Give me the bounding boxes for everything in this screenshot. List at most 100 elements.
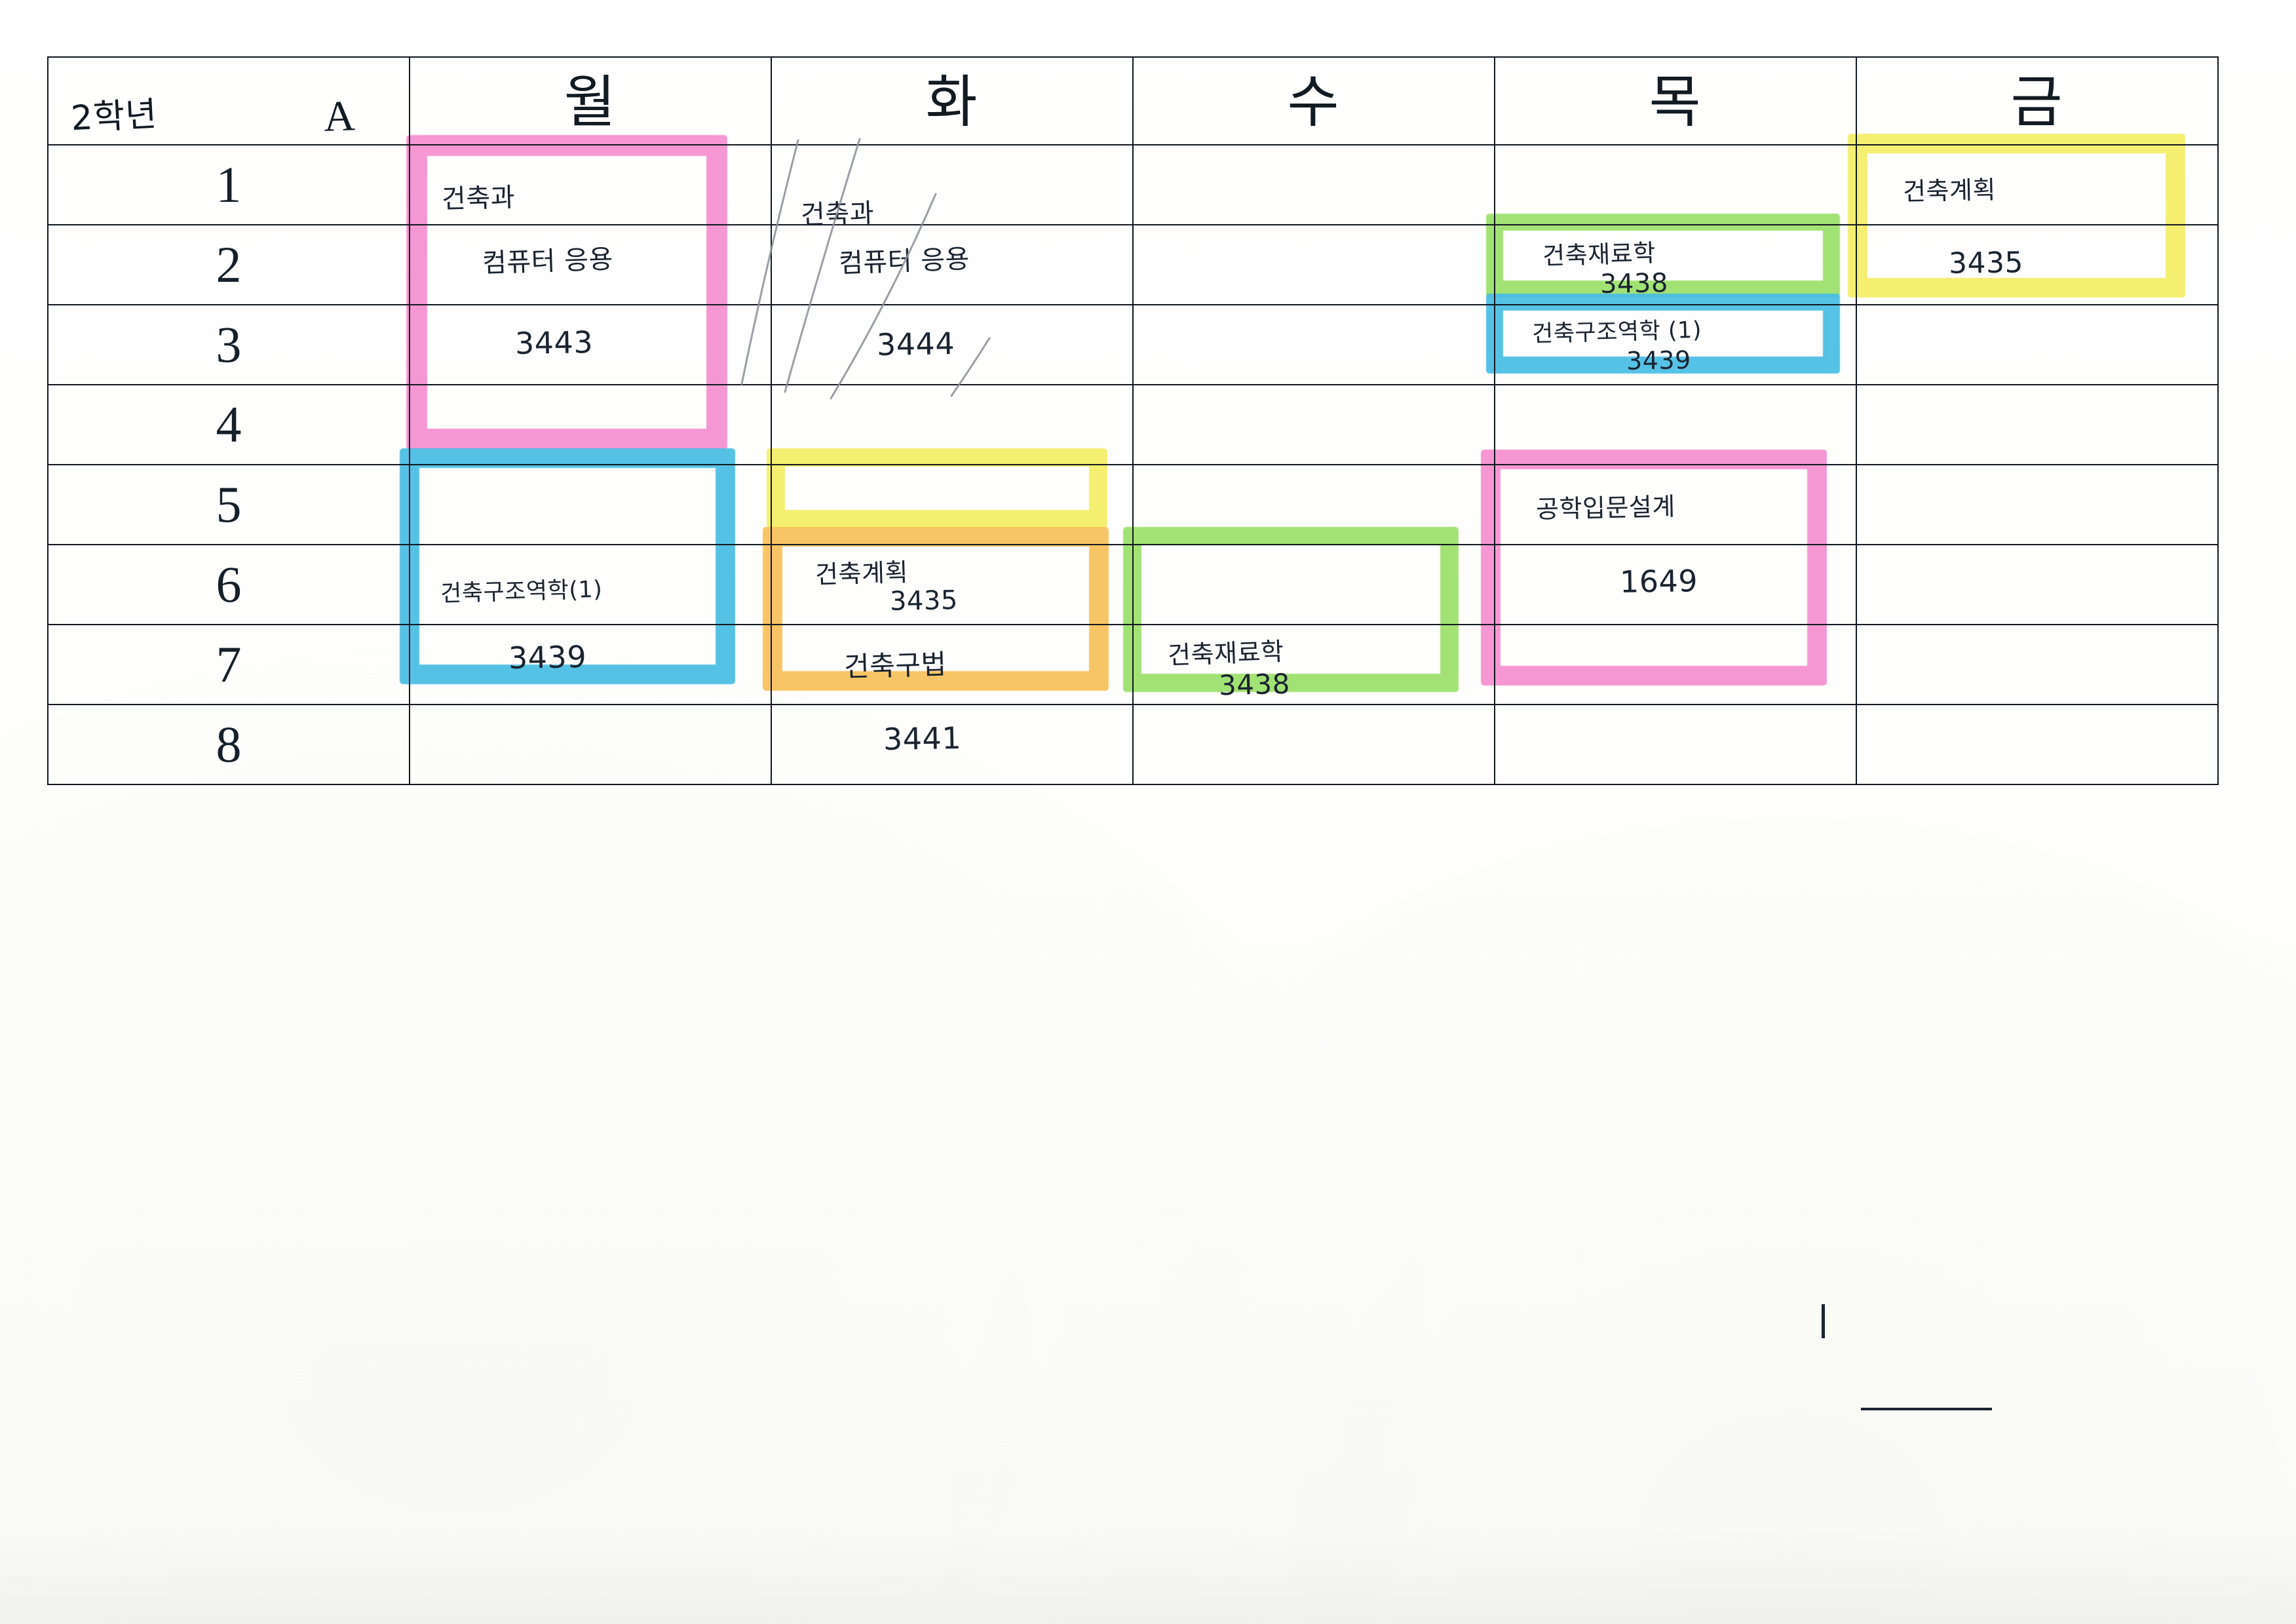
day-header-fri: 금 xyxy=(1856,56,2219,145)
timetable: 2학년 A 월 화 수 목 금 1 건축과 건축과 xyxy=(47,56,2219,785)
day-label-fri: 금 xyxy=(2010,69,2064,135)
cell-tue-3[interactable]: 3444 xyxy=(771,304,1134,385)
day-label-tue: 화 xyxy=(925,69,979,135)
period-number: 8 xyxy=(216,716,242,773)
day-label-wed: 수 xyxy=(1287,69,1341,135)
course-text-thu-3: 건축구조역학 (1) xyxy=(1531,317,1702,348)
timetable-grid: 2학년 A 월 화 수 목 금 1 건축과 건축과 xyxy=(47,56,2219,785)
table-row: 7 3439 건축구법 건축재료학 3438 xyxy=(47,624,2219,705)
day-header-wed: 수 xyxy=(1132,56,1495,145)
period-cell-8: 8 xyxy=(47,704,410,785)
cell-mon-7[interactable]: 3439 xyxy=(409,624,772,705)
period-cell-7: 7 xyxy=(47,624,410,705)
period-number: 6 xyxy=(216,556,242,613)
period-cell-6: 6 xyxy=(47,544,410,625)
room-text-mon-3: 3443 xyxy=(514,324,594,362)
cell-thu-3[interactable]: 건축구조역학 (1) 3439 xyxy=(1494,304,1857,385)
room-text-fri-2: 3435 xyxy=(1948,246,2024,280)
cell-thu-5[interactable]: 공학입문설계 xyxy=(1494,464,1857,545)
course-text-thu-2: 건축재료학 xyxy=(1542,239,1656,271)
period-cell-1: 1 xyxy=(47,144,410,225)
cell-fri-5[interactable] xyxy=(1856,464,2219,545)
day-label-thu: 목 xyxy=(1649,69,1702,135)
cell-tue-1[interactable]: 건축과 xyxy=(771,144,1134,231)
cell-wed-1[interactable] xyxy=(1132,144,1495,225)
room-text-thu-3: 3439 xyxy=(1626,345,1692,376)
grade-label: 2학년 xyxy=(69,94,159,139)
stray-tick-mark xyxy=(1822,1304,1825,1338)
cell-mon-1[interactable]: 건축과 xyxy=(409,144,772,225)
cell-thu-7[interactable] xyxy=(1494,624,1857,705)
cell-mon-2[interactable]: 컴퓨터 응용 xyxy=(409,224,772,305)
course-text-fri-1: 건축계획 xyxy=(1902,175,1997,206)
corner-header-cell: 2학년 A xyxy=(47,56,410,145)
cell-mon-3[interactable]: 3443 xyxy=(409,304,772,385)
room-text-tue-8: 3441 xyxy=(883,720,962,758)
cell-tue-7[interactable]: 건축구법 xyxy=(771,624,1134,705)
course-text-tue-6: 건축계획 xyxy=(814,558,909,589)
day-header-tue: 화 xyxy=(771,56,1134,145)
period-number: 4 xyxy=(216,396,242,453)
header-row: 2학년 A 월 화 수 목 금 xyxy=(47,56,2219,145)
cell-wed-4[interactable] xyxy=(1132,384,1495,465)
cell-fri-2[interactable]: 3435 xyxy=(1856,224,2219,305)
cell-tue-4[interactable] xyxy=(771,384,1134,465)
cell-tue-5[interactable] xyxy=(771,464,1134,545)
course-text-wed-7: 건축재료학 xyxy=(1167,636,1285,670)
period-number: 1 xyxy=(216,156,242,213)
table-row: 3 3443 3444 건축구조역학 (1) 3439 xyxy=(47,304,2219,385)
period-cell-4: 4 xyxy=(47,384,410,465)
course-text-tue-7: 건축구법 xyxy=(843,648,947,684)
cell-thu-6[interactable]: 1649 xyxy=(1494,544,1857,625)
cell-wed-5[interactable] xyxy=(1132,464,1495,545)
period-number: 7 xyxy=(216,636,242,693)
day-header-mon: 월 xyxy=(409,56,772,145)
period-number: 2 xyxy=(216,236,242,293)
period-cell-2: 2 xyxy=(47,224,410,305)
day-label-mon: 월 xyxy=(564,69,617,135)
cell-mon-5[interactable] xyxy=(409,464,772,545)
cell-fri-4[interactable] xyxy=(1856,384,2219,465)
cell-fri-3[interactable] xyxy=(1856,304,2219,385)
table-row: 6 건축구조역학(1) 건축계획 3435 1649 xyxy=(47,544,2219,625)
period-number: 3 xyxy=(216,316,242,373)
course-text-thu-5: 공학입문설계 xyxy=(1535,492,1676,524)
cell-thu-1[interactable] xyxy=(1494,144,1857,225)
cell-mon-6[interactable]: 건축구조역학(1) xyxy=(409,544,772,625)
cell-wed-8[interactable] xyxy=(1132,704,1495,785)
room-text-tue-6: 3435 xyxy=(889,585,959,617)
table-row: 5 공학입문설계 xyxy=(47,464,2219,545)
cell-thu-2[interactable]: 건축재료학 3438 xyxy=(1494,224,1857,305)
cell-wed-7[interactable]: 건축재료학 3438 xyxy=(1132,624,1495,705)
room-text-mon-7: 3439 xyxy=(508,638,587,676)
period-cell-5: 5 xyxy=(47,464,410,545)
cell-thu-8[interactable] xyxy=(1494,704,1857,785)
table-row: 4 xyxy=(47,384,2219,465)
cell-mon-8[interactable] xyxy=(409,704,772,785)
cell-fri-8[interactable] xyxy=(1856,704,2219,785)
cell-fri-1[interactable]: 건축계획 xyxy=(1856,144,2219,225)
course-text-mon-1: 건축과 xyxy=(441,182,516,215)
table-row: 8 3441 xyxy=(47,704,2219,785)
cell-wed-3[interactable] xyxy=(1132,304,1495,385)
cell-wed-6[interactable] xyxy=(1132,544,1495,625)
cell-thu-4[interactable] xyxy=(1494,384,1857,465)
course-text-mon-2: 컴퓨터 응용 xyxy=(482,244,614,279)
corner-header: 2학년 A xyxy=(48,58,409,144)
cell-tue-8[interactable]: 3441 xyxy=(771,704,1134,785)
cell-tue-6[interactable]: 건축계획 3435 xyxy=(771,544,1134,625)
day-header-thu: 목 xyxy=(1494,56,1857,145)
stray-underline-mark xyxy=(1861,1408,1992,1410)
table-row: 2 컴퓨터 응용 컴퓨터 응용 건축재료학 3438 3435 xyxy=(47,224,2219,305)
section-label: A xyxy=(322,92,356,141)
cell-wed-2[interactable] xyxy=(1132,224,1495,305)
period-number: 5 xyxy=(216,476,242,533)
cell-mon-4[interactable] xyxy=(409,384,772,465)
room-text-wed-7: 3438 xyxy=(1218,667,1291,702)
cell-fri-6[interactable] xyxy=(1856,544,2219,625)
cell-tue-2[interactable]: 컴퓨터 응용 xyxy=(771,224,1134,305)
period-cell-3: 3 xyxy=(47,304,410,385)
cell-fri-7[interactable] xyxy=(1856,624,2219,705)
room-text-thu-6: 1649 xyxy=(1619,563,1698,600)
course-text-mon-6: 건축구조역학(1) xyxy=(440,576,603,608)
